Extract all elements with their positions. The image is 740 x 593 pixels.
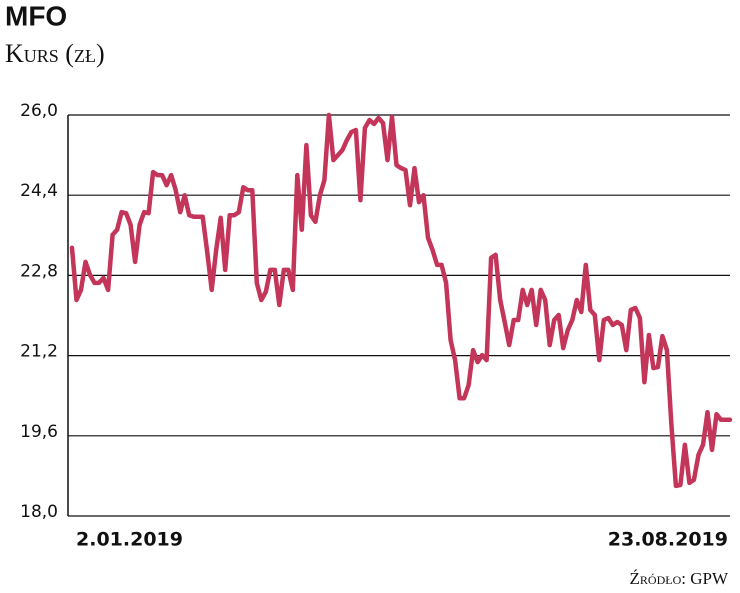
y-tick-label: 26,0 xyxy=(20,101,58,121)
x-tick-label: 23.08.2019 xyxy=(608,529,728,551)
chart-subtitle: Kurs (zł) xyxy=(5,39,105,68)
x-tick-label: 2.01.2019 xyxy=(76,529,183,551)
chart-title: MFO xyxy=(5,0,67,31)
y-tick-label: 21,2 xyxy=(20,342,58,362)
source: Źródło: GPW xyxy=(630,569,729,588)
y-tick-label: 22,8 xyxy=(20,261,58,281)
y-tick-label: 24,4 xyxy=(20,181,58,201)
price-line xyxy=(69,112,733,489)
y-tick-label: 19,6 xyxy=(20,422,58,442)
y-tick-label: 18,0 xyxy=(20,502,58,522)
